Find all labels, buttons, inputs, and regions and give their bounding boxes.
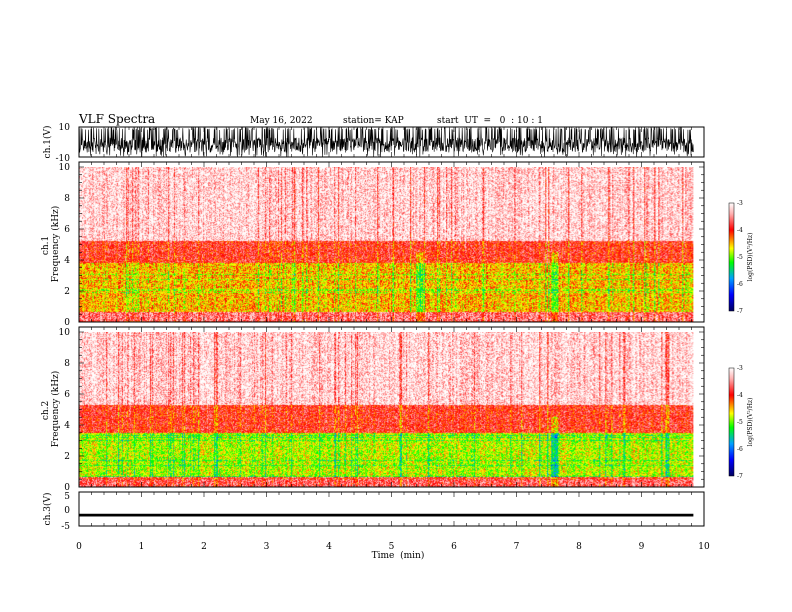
ch2-cbar-tick-m5: -5 bbox=[737, 419, 743, 426]
ch1-ytick-10: 10 bbox=[59, 163, 71, 173]
ch1-ylabel-channel: ch.1 bbox=[41, 236, 51, 255]
ch2-ytick-4: 4 bbox=[64, 421, 70, 431]
header-date: May 16, 2022 bbox=[250, 116, 313, 126]
x-tick-label: 1 bbox=[139, 542, 145, 552]
ch1-cbar-tick-m7: -7 bbox=[737, 308, 743, 315]
ch2-ylabel-frequency: Frequency (kHz) bbox=[50, 371, 61, 448]
x-tick-label: 7 bbox=[514, 542, 520, 552]
ch2-colorbar: -3 -4 -5 -6 -7 log(PSD)(V²/Hz) bbox=[728, 365, 754, 480]
header-start-time: start UT = 0 : 10 : 1 bbox=[437, 116, 543, 126]
ch2-ytick-2: 2 bbox=[64, 452, 70, 462]
ch3-ytick-m5: -5 bbox=[61, 522, 70, 532]
ch2-cbar-tick-m7: -7 bbox=[737, 473, 743, 480]
figure-title: VLF Spectra bbox=[78, 112, 155, 126]
ch3-ytick-0: 0 bbox=[64, 506, 70, 516]
ch1-ytick-bottom: -10 bbox=[56, 154, 71, 164]
ch2-ytick-0: 0 bbox=[64, 483, 70, 493]
ch3-waveform-line bbox=[79, 513, 694, 517]
x-tick-label: 8 bbox=[576, 542, 582, 552]
x-tick-label: 4 bbox=[326, 542, 332, 552]
x-axis-tick-labels: 0 1 2 3 4 5 6 7 8 9 10 bbox=[76, 542, 710, 552]
header-station: station= KAP bbox=[343, 116, 404, 126]
ch1-waveform-trace bbox=[78, 126, 694, 157]
ch2-spectrogram-image bbox=[79, 332, 694, 487]
ch1-ytick-4: 4 bbox=[64, 256, 70, 266]
ch1-ytick-8: 8 bbox=[64, 194, 70, 204]
ch1-cbar-tick-m4: -4 bbox=[737, 227, 743, 234]
ch1-ytick-6: 6 bbox=[64, 225, 70, 235]
ch1-ytick-0: 0 bbox=[64, 318, 70, 328]
ch2-cbar-tick-m4: -4 bbox=[737, 392, 743, 399]
ch3-ylabel: ch.3(V) bbox=[42, 493, 53, 526]
x-tick-label: 10 bbox=[698, 542, 710, 552]
x-tick-label: 3 bbox=[264, 542, 270, 552]
ch1-colorbar-label: log(PSD)(V²/Hz) bbox=[747, 233, 754, 282]
ch1-spectrogram-image bbox=[79, 167, 694, 322]
x-tick-label: 0 bbox=[76, 542, 82, 552]
x-axis-ticks bbox=[78, 127, 705, 526]
ch2-ylabel-channel: ch.2 bbox=[41, 401, 51, 420]
ch2-cbar-tick-m6: -6 bbox=[737, 446, 743, 453]
ch1-ylabel-frequency: Frequency (kHz) bbox=[50, 206, 61, 283]
ch3-ytick-5: 5 bbox=[64, 492, 70, 502]
x-tick-label: 9 bbox=[639, 542, 645, 552]
x-tick-label: 2 bbox=[201, 542, 207, 552]
ch1-ytick-2: 2 bbox=[64, 287, 70, 297]
ch1-spectrogram-panel: 0 2 4 6 8 10 ch.1 Frequency (kHz) -3 -4 … bbox=[41, 161, 754, 328]
ch2-spectrogram-ylabel: ch.2 Frequency (kHz) bbox=[41, 371, 61, 448]
ch2-ytick-10: 10 bbox=[59, 328, 71, 338]
ch3-waveform-frame bbox=[78, 491, 705, 527]
ch2-ytick-8: 8 bbox=[64, 359, 70, 369]
ch1-cbar-tick-m6: -6 bbox=[737, 281, 743, 288]
ch1-colorbar-gradient bbox=[728, 202, 735, 312]
ch2-ytick-6: 6 bbox=[64, 390, 70, 400]
ch1-ylabel: ch.1(V) bbox=[42, 126, 53, 159]
ch2-colorbar-label: log(PSD)(V²/Hz) bbox=[747, 398, 754, 447]
x-tick-label: 6 bbox=[451, 542, 457, 552]
ch1-spectrogram-ylabel: ch.1 Frequency (kHz) bbox=[41, 206, 61, 283]
ch1-waveform-line bbox=[78, 126, 694, 157]
ch1-cbar-tick-m5: -5 bbox=[737, 254, 743, 261]
x-tick-label: 5 bbox=[389, 542, 395, 552]
ch2-spectrogram-panel: 0 2 4 6 8 10 ch.2 Frequency (kHz) -3 -4 … bbox=[41, 326, 754, 493]
ch2-cbar-tick-m3: -3 bbox=[737, 365, 743, 372]
x-axis-label: Time (min) bbox=[372, 550, 425, 561]
ch1-colorbar: -3 -4 -5 -6 -7 log(PSD)(V²/Hz) bbox=[728, 200, 754, 315]
ch1-ytick-top: 10 bbox=[59, 123, 71, 133]
ch2-colorbar-gradient bbox=[728, 367, 735, 477]
ch1-cbar-tick-m3: -3 bbox=[737, 200, 743, 207]
